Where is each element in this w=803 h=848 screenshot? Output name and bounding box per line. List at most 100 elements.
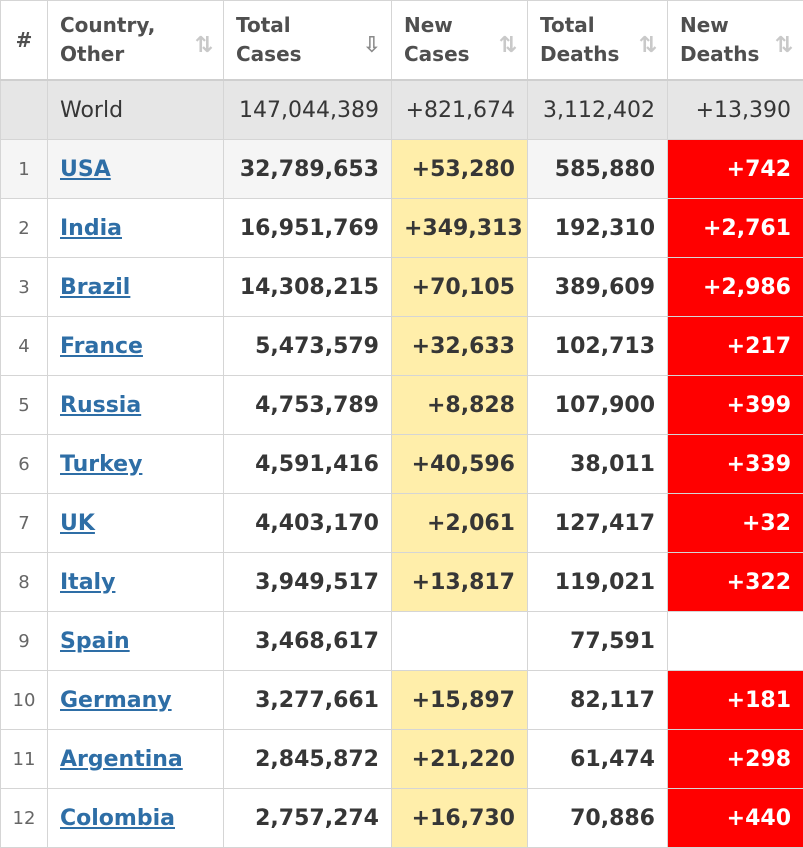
- header-new-deaths-line2: Deaths: [680, 42, 759, 66]
- header-total-cases-line1: Total: [236, 13, 291, 37]
- new-deaths-cell: +2,761: [668, 199, 803, 258]
- total-deaths-cell: 107,900: [528, 376, 668, 435]
- country-link[interactable]: France: [60, 334, 143, 359]
- world-name: World: [48, 80, 224, 140]
- world-new-deaths: +13,390: [668, 80, 803, 140]
- world-new-cases: +821,674: [392, 80, 528, 140]
- new-deaths-cell: +742: [668, 140, 803, 199]
- new-deaths-cell: +2,986: [668, 258, 803, 317]
- header-total-deaths[interactable]: Total Deaths ⇅: [528, 1, 668, 81]
- country-link[interactable]: Turkey: [60, 452, 142, 477]
- new-deaths-cell: +339: [668, 435, 803, 494]
- total-deaths-cell: 70,886: [528, 789, 668, 848]
- total-cases-cell: 16,951,769: [224, 199, 392, 258]
- header-new-deaths-line1: New: [680, 13, 729, 37]
- total-cases-cell: 2,757,274: [224, 789, 392, 848]
- total-cases-cell: 3,468,617: [224, 612, 392, 671]
- country-link[interactable]: India: [60, 216, 122, 241]
- country-cell: Spain: [48, 612, 224, 671]
- country-cell: Russia: [48, 376, 224, 435]
- country-cell: Colombia: [48, 789, 224, 848]
- rank-cell: 1: [1, 140, 48, 199]
- total-deaths-cell: 102,713: [528, 317, 668, 376]
- country-cell: Italy: [48, 553, 224, 612]
- total-deaths-cell: 119,021: [528, 553, 668, 612]
- total-cases-cell: 4,591,416: [224, 435, 392, 494]
- country-cell: Argentina: [48, 730, 224, 789]
- country-cell: Brazil: [48, 258, 224, 317]
- country-link[interactable]: Russia: [60, 393, 141, 418]
- rank-cell: 7: [1, 494, 48, 553]
- country-cell: UK: [48, 494, 224, 553]
- new-deaths-cell: +32: [668, 494, 803, 553]
- total-cases-cell: 3,277,661: [224, 671, 392, 730]
- country-cell: India: [48, 199, 224, 258]
- new-cases-cell: +70,105: [392, 258, 528, 317]
- new-deaths-cell: [668, 612, 803, 671]
- rank-cell: 11: [1, 730, 48, 789]
- sort-icon[interactable]: ⇅: [775, 35, 793, 57]
- new-deaths-cell: +217: [668, 317, 803, 376]
- rank-cell: 10: [1, 671, 48, 730]
- country-link[interactable]: Argentina: [60, 747, 183, 772]
- rank-cell: 12: [1, 789, 48, 848]
- country-link[interactable]: Spain: [60, 629, 130, 654]
- rank-cell: 5: [1, 376, 48, 435]
- country-link[interactable]: UK: [60, 511, 95, 536]
- country-link[interactable]: Colombia: [60, 806, 175, 831]
- total-deaths-cell: 38,011: [528, 435, 668, 494]
- world-row: World 147,044,389 +821,674 3,112,402 +13…: [1, 80, 803, 140]
- rank-cell: 8: [1, 553, 48, 612]
- total-deaths-cell: 585,880: [528, 140, 668, 199]
- rank-cell: 2: [1, 199, 48, 258]
- total-deaths-cell: 82,117: [528, 671, 668, 730]
- sort-icon[interactable]: ⇅: [499, 35, 517, 57]
- sort-icon[interactable]: ⇅: [639, 35, 657, 57]
- header-new-deaths[interactable]: New Deaths ⇅: [668, 1, 803, 81]
- new-cases-cell: +40,596: [392, 435, 528, 494]
- world-total-cases: 147,044,389: [224, 80, 392, 140]
- header-country[interactable]: Country, Other ⇅: [48, 1, 224, 81]
- country-cell: Turkey: [48, 435, 224, 494]
- total-cases-cell: 14,308,215: [224, 258, 392, 317]
- header-rank-label: #: [16, 28, 33, 52]
- country-link[interactable]: Brazil: [60, 275, 130, 300]
- total-deaths-cell: 61,474: [528, 730, 668, 789]
- new-deaths-cell: +322: [668, 553, 803, 612]
- country-link[interactable]: Germany: [60, 688, 172, 713]
- new-deaths-cell: +181: [668, 671, 803, 730]
- new-cases-cell: +53,280: [392, 140, 528, 199]
- total-cases-cell: 32,789,653: [224, 140, 392, 199]
- header-new-cases[interactable]: New Cases ⇅: [392, 1, 528, 81]
- new-cases-cell: +349,313: [392, 199, 528, 258]
- new-deaths-cell: +440: [668, 789, 803, 848]
- new-deaths-cell: +399: [668, 376, 803, 435]
- rank-cell: 6: [1, 435, 48, 494]
- new-cases-cell: [392, 612, 528, 671]
- rank-cell: 9: [1, 612, 48, 671]
- new-cases-cell: +21,220: [392, 730, 528, 789]
- country-link[interactable]: USA: [60, 157, 111, 182]
- sort-icon[interactable]: ⇅: [195, 35, 213, 57]
- header-rank[interactable]: #: [1, 1, 48, 81]
- new-deaths-cell: +298: [668, 730, 803, 789]
- header-total-cases[interactable]: Total Cases ⇩: [224, 1, 392, 81]
- sort-active-icon[interactable]: ⇩: [363, 35, 381, 57]
- new-cases-cell: +13,817: [392, 553, 528, 612]
- total-cases-cell: 5,473,579: [224, 317, 392, 376]
- world-rank-cell: [1, 80, 48, 140]
- country-cell: USA: [48, 140, 224, 199]
- country-link[interactable]: Italy: [60, 570, 115, 595]
- rank-cell: 3: [1, 258, 48, 317]
- total-deaths-cell: 389,609: [528, 258, 668, 317]
